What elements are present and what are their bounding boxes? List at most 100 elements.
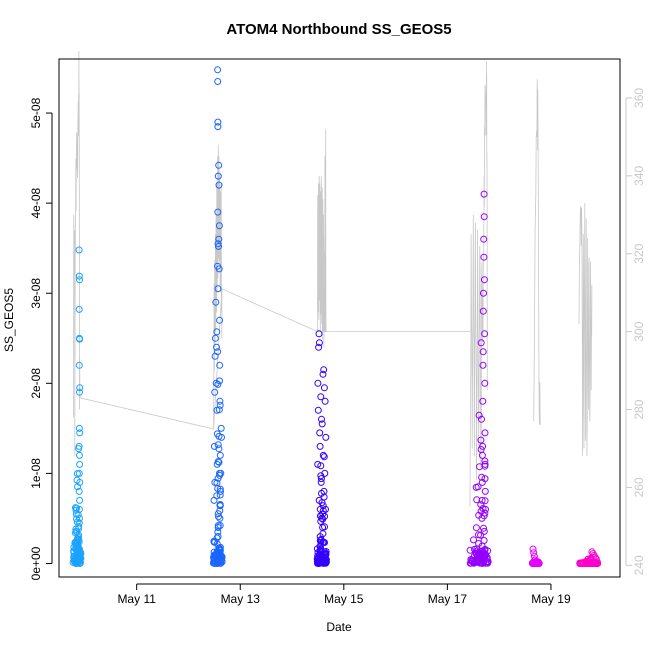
data-point	[578, 559, 586, 567]
data-point	[319, 451, 327, 459]
data-point	[72, 554, 80, 562]
data-point	[75, 246, 83, 254]
data-point	[475, 557, 483, 565]
data-point	[216, 502, 224, 510]
data-point	[76, 478, 84, 486]
x-tick-label: May 13	[221, 592, 261, 606]
data-point	[317, 554, 325, 562]
data-point	[477, 436, 485, 444]
flight-group-flight3	[313, 129, 330, 567]
plot-frame	[58, 58, 621, 578]
data-point	[530, 549, 538, 557]
data-point	[314, 406, 322, 414]
chart-title: ATOM4 Northbound SS_GEOS5	[226, 21, 451, 38]
data-point	[214, 66, 222, 74]
data-point	[215, 222, 223, 230]
data-point	[534, 558, 542, 566]
data-point	[72, 506, 80, 514]
data-point	[479, 361, 487, 369]
x-tick-label: May 15	[324, 592, 364, 606]
data-point	[480, 524, 487, 532]
data-point	[316, 505, 324, 513]
data-point	[214, 380, 222, 388]
x-tick-label: May 19	[531, 592, 571, 606]
data-point	[473, 545, 481, 553]
y-left-tick-label: 1e-08	[29, 458, 43, 489]
flight-group-flight6	[576, 203, 602, 567]
data-point	[466, 546, 474, 554]
data-point	[481, 553, 489, 561]
flight-group-flight2	[209, 66, 226, 567]
data-point	[589, 550, 597, 558]
data-point	[535, 559, 543, 567]
data-point	[217, 469, 225, 477]
data-point	[315, 330, 323, 338]
data-point	[318, 420, 326, 428]
data-point	[585, 557, 593, 565]
y-right-tick-label: 320	[632, 243, 646, 263]
data-point	[213, 328, 221, 336]
data-point	[320, 384, 328, 392]
data-point	[215, 242, 222, 250]
data-point	[315, 339, 323, 347]
data-point	[473, 496, 481, 504]
data-point	[214, 123, 222, 131]
data-point	[317, 478, 325, 486]
data-point	[72, 559, 80, 567]
data-point	[315, 496, 323, 504]
data-point	[322, 433, 330, 441]
data-point	[321, 397, 329, 405]
data-point	[75, 361, 83, 369]
y-right-tick-label: 300	[632, 321, 646, 341]
data-point	[213, 460, 221, 468]
data-point	[74, 535, 82, 543]
data-point	[213, 534, 221, 542]
data-point	[214, 441, 222, 449]
data-point	[75, 487, 83, 495]
data-point	[217, 487, 224, 495]
data-point	[480, 276, 488, 284]
data-point	[320, 487, 328, 495]
data-point	[478, 415, 485, 423]
data-point	[73, 545, 81, 553]
data-point	[213, 343, 220, 351]
data-point	[210, 496, 218, 504]
data-point	[212, 298, 220, 306]
data-point	[322, 505, 329, 513]
data-point	[478, 478, 486, 486]
data-point	[321, 469, 329, 477]
data-point	[214, 551, 222, 559]
plot-layer: May 11 May 13 May 15 May 17 May 19 0e+00 1e-08…	[29, 51, 646, 606]
flight-group-flight4	[466, 61, 492, 567]
data-point	[76, 514, 83, 522]
y-right-tick-label: 360	[632, 88, 646, 108]
data-point	[477, 339, 485, 347]
data-point	[216, 451, 224, 459]
data-point	[211, 334, 219, 342]
data-point	[75, 519, 83, 527]
y-left-tick-label: 0e+00	[29, 546, 43, 580]
data-point	[214, 285, 222, 293]
data-point	[593, 558, 601, 566]
y-right-tick-label: 280	[632, 399, 646, 419]
data-point	[318, 415, 325, 423]
data-point	[479, 307, 487, 315]
data-point	[477, 501, 485, 509]
x-axis-label: Date	[326, 620, 352, 634]
y-right-tick-label: 240	[632, 555, 646, 575]
data-point	[317, 545, 325, 553]
data-point	[481, 497, 489, 505]
data-point	[481, 429, 489, 437]
data-point	[470, 536, 477, 544]
secondary-line-flight4	[469, 61, 488, 507]
data-point	[214, 118, 222, 126]
data-point	[75, 424, 83, 432]
data-point	[214, 240, 222, 248]
data-point	[215, 458, 223, 466]
y-right-tick-label: 340	[632, 166, 646, 186]
data-point	[478, 496, 486, 504]
data-point	[480, 554, 488, 562]
secondary-line-flight3	[317, 129, 327, 348]
data-point	[480, 213, 488, 221]
